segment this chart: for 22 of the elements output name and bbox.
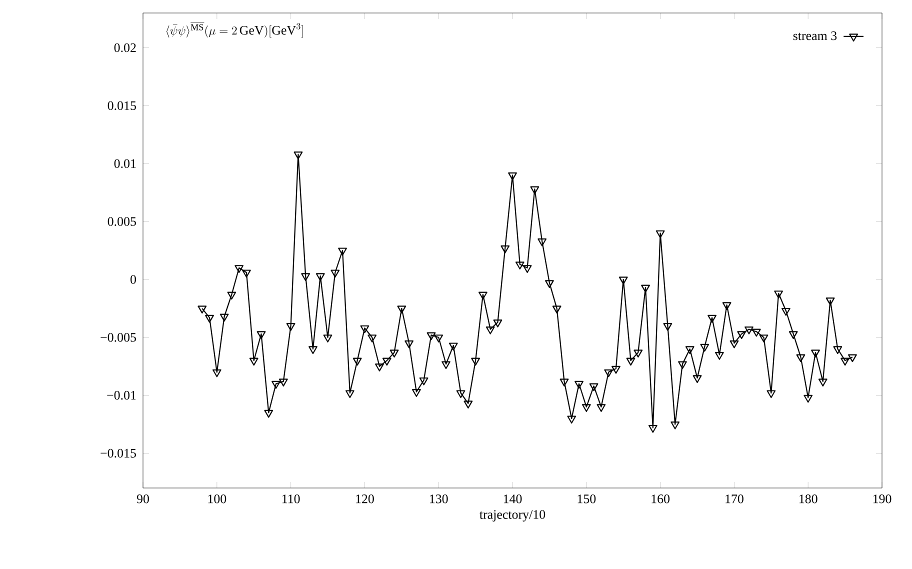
x-tick-label: 110 — [282, 494, 300, 504]
x-tick-label: 120 — [356, 494, 374, 504]
legend-label: stream 3 — [793, 31, 837, 40]
x-tick-label: 150 — [578, 494, 596, 504]
x-tick-label: 190 — [873, 494, 892, 504]
y-tick-label: −0.015 — [100, 448, 136, 458]
x-tick-label: 130 — [430, 494, 448, 504]
y-axis-title: $\langle\bar{\psi}\psi\rangle^{\overline{\mathrm{MS}}}(\mu=2\,\mathrm{GeV})[\mathrm{GeV}^3]$ — [166, 22, 304, 38]
y-tick-label: 0.005 — [108, 217, 136, 226]
x-tick-label: 90 — [136, 494, 149, 504]
x-tick-label: 100 — [208, 494, 226, 504]
x-tick-label: 170 — [726, 494, 744, 504]
y-tick-label: −0.005 — [100, 332, 136, 342]
y-tick-label: 0.01 — [114, 159, 136, 168]
x-tick-label: 160 — [652, 494, 670, 504]
x-tick-label: 140 — [504, 494, 522, 504]
y-tick-label: −0.01 — [107, 390, 136, 400]
y-tick-label: 0 — [130, 275, 136, 284]
x-axis-title: trajectory/10 — [480, 510, 546, 522]
y-tick-label: 0.02 — [114, 43, 136, 52]
x-tick-label: 180 — [800, 494, 818, 504]
y-tick-label: 0.015 — [108, 101, 136, 110]
